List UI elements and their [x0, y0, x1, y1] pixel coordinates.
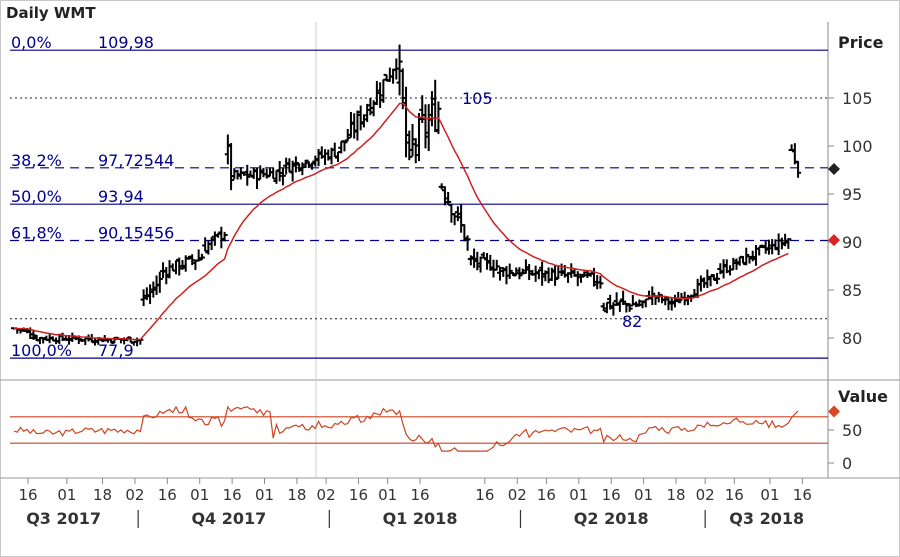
fibonacci-levels: 0,0% 109,98 38,2% 97,72544 50,0% 93,94 61,8% 90…	[10, 33, 828, 360]
quarter-label: Q3 2018	[729, 509, 804, 528]
fib-level-value: 109,98	[98, 33, 154, 52]
ohlc-bar	[675, 291, 682, 304]
ohlc-bar	[406, 130, 413, 161]
fib-level-pct: 61,8%	[11, 224, 62, 243]
ohlc-bar	[714, 272, 721, 285]
ohlc-bars	[11, 44, 802, 347]
ohlc-bar	[344, 128, 351, 142]
time-tick-label: 02	[508, 486, 527, 504]
quarter-label: Q4 2017	[191, 509, 266, 528]
price-axis-label: Price	[838, 33, 884, 52]
time-tick-label: 18	[666, 486, 685, 504]
time-tick-label: 16	[18, 486, 37, 504]
time-tick-label: 16	[793, 486, 812, 504]
moving-average-marker	[828, 234, 840, 247]
ohlc-bar	[516, 267, 523, 280]
time-tick-label: 16	[158, 486, 177, 504]
oscillator-last-marker	[828, 405, 840, 418]
time-tick-label: 01	[190, 486, 209, 504]
ohlc-bar	[244, 164, 251, 186]
ohlc-bar	[228, 143, 235, 191]
price-tick-label: 105	[842, 89, 873, 108]
time-tick-label: 16	[475, 486, 494, 504]
chart-title: Daily WMT	[6, 4, 96, 22]
time-tick-label: 18	[287, 486, 306, 504]
fib-level-pct: 100,0%	[11, 341, 72, 360]
time-tick-label: 16	[725, 486, 744, 504]
ohlc-bar	[279, 167, 286, 186]
fib-level-value: 77,9	[98, 341, 134, 360]
quarter-label: Q3 2017	[26, 509, 101, 528]
price-axis-ticks: 80 85 90 95 100 105	[828, 89, 873, 348]
ohlc-bar	[785, 237, 792, 249]
ohlc-bar	[341, 140, 348, 152]
ohlc-bar	[626, 303, 633, 312]
fib-level-pct: 38,2%	[11, 151, 62, 170]
quarter-label: Q2 2018	[574, 509, 649, 528]
ohlc-bar	[493, 259, 500, 271]
oscillator-pane: 0 50	[10, 405, 862, 473]
time-tick-label: 16	[537, 486, 556, 504]
hline-label: 105	[462, 89, 493, 108]
time-tick-label: 16	[602, 486, 621, 504]
fib-level-value: 97,72544	[98, 151, 174, 170]
time-tick-label: 16	[410, 486, 429, 504]
ohlc-bar	[642, 298, 649, 308]
ohlc-bar	[506, 263, 513, 279]
ohlc-bar	[396, 44, 403, 96]
time-tick-label: 01	[255, 486, 274, 504]
ohlc-bar	[198, 253, 205, 261]
last-price-marker	[828, 163, 840, 176]
ohlc-bar	[597, 275, 604, 289]
time-tick-label: 18	[93, 486, 112, 504]
ohlc-bar	[156, 271, 163, 293]
time-tick-label: 16	[223, 486, 242, 504]
value-axis-label: Value	[838, 387, 888, 406]
price-tick-label: 85	[842, 281, 862, 300]
time-axis: 16 01 18 02 16 01 16 01 18 02 16 01 16 16 02 16 01 16 01 18…	[18, 478, 812, 528]
price-tick-label: 100	[842, 137, 873, 156]
price-tick-label: 90	[842, 233, 862, 252]
time-tick-label: 02	[696, 486, 715, 504]
ohlc-bar	[292, 156, 299, 173]
time-tick-label: 01	[634, 486, 653, 504]
fib-level-value: 90,15456	[98, 224, 174, 243]
price-tick-label: 95	[842, 185, 862, 204]
time-tick-label: 02	[125, 486, 144, 504]
ohlc-bar	[445, 191, 452, 205]
quarter-label: Q1 2018	[383, 509, 458, 528]
fib-level-pct: 0,0%	[11, 33, 52, 52]
fib-level-value: 93,94	[98, 187, 144, 206]
oscillator-line	[13, 405, 799, 452]
last-value-markers	[828, 163, 840, 247]
moving-average	[13, 102, 789, 341]
ohlc-bar	[302, 159, 309, 168]
value-tick-label: 0	[842, 454, 852, 473]
time-tick-label: 01	[569, 486, 588, 504]
time-tick-label: 01	[378, 486, 397, 504]
time-tick-label: 01	[57, 486, 76, 504]
ohlc-bar	[795, 160, 802, 178]
ohlc-bar	[464, 235, 471, 251]
time-tick-label: 01	[760, 486, 779, 504]
ohlc-bar	[620, 290, 627, 305]
ohlc-bar	[221, 231, 228, 242]
time-tick-label: 02	[317, 486, 336, 504]
ohlc-bar	[743, 247, 750, 266]
horizontal-lines: 105 82	[10, 89, 828, 331]
moving-average-line	[13, 102, 789, 341]
hline-label: 82	[622, 312, 642, 331]
fib-level-pct: 50,0%	[11, 187, 62, 206]
ohlc-bar	[552, 265, 559, 286]
price-tick-label: 80	[842, 329, 862, 348]
time-tick-label: 16	[349, 486, 368, 504]
value-tick-label: 50	[842, 421, 862, 440]
